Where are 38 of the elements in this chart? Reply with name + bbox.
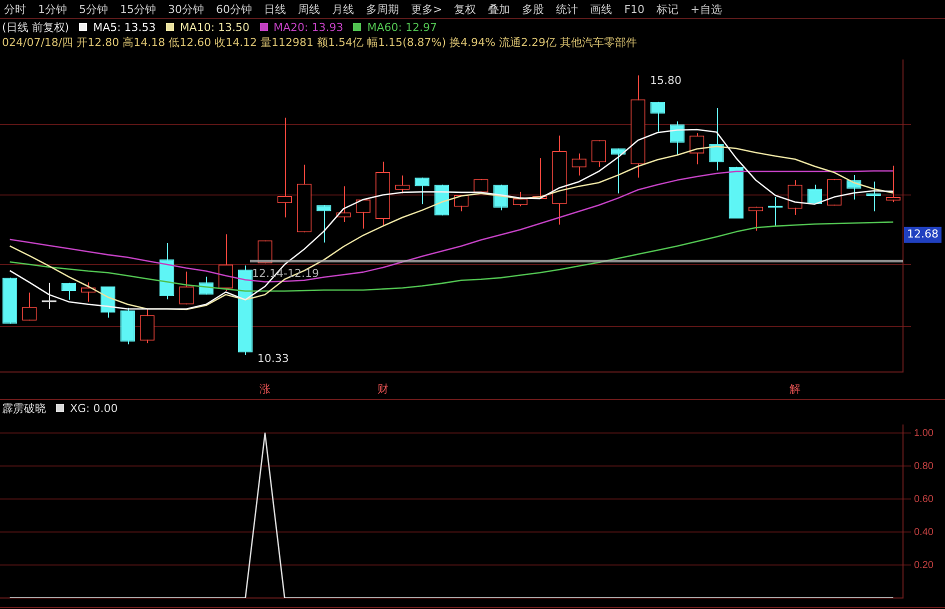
text: F10 xyxy=(624,2,645,16)
chart-subtitle: 024/07/18/四 开12.80 高14.18 低12.60 收14.12 量112981 额1.54亿 幅1.15(8.87%) 换4.94% 流通2.29亿 其他汽车零部件 xyxy=(1,35,638,51)
text: 多股 xyxy=(522,2,544,16)
text: +自选 xyxy=(690,2,722,16)
text: 日线 xyxy=(264,2,286,16)
legend-label: XG: 0.00 xyxy=(70,402,118,414)
text: 多周期 xyxy=(366,2,399,16)
x-tick-label: 解 xyxy=(790,383,801,396)
y-tick-label: 0.80 xyxy=(914,460,934,472)
legend-label: MA20: 13.93 xyxy=(274,20,344,34)
text: 画线 xyxy=(590,2,612,16)
x-tick-label: 涨 xyxy=(260,383,271,396)
text: 月线 xyxy=(332,2,354,16)
text: 15分钟 xyxy=(120,2,156,16)
text: 标记 xyxy=(656,2,679,16)
text: 30分钟 xyxy=(168,2,204,16)
text: 12.68 xyxy=(907,228,938,241)
legend-label: MA5: 13.53 xyxy=(93,20,156,34)
x-tick-label: 财 xyxy=(377,382,388,396)
legend-label: MA60: 12.97 xyxy=(367,20,437,34)
y-tick-label: 0.60 xyxy=(914,494,934,505)
annotation: 10.33 xyxy=(257,352,289,365)
text: 周线 xyxy=(298,2,320,16)
legend-label: MA10: 13.50 xyxy=(180,20,250,34)
chart-title: (日线 前复权) xyxy=(2,20,70,34)
text: 1分钟 xyxy=(38,2,67,16)
text: 统计 xyxy=(556,2,578,16)
text: 更多> xyxy=(411,2,442,16)
text: 分时 xyxy=(4,2,26,16)
text: 叠加 xyxy=(488,2,510,16)
annotation: 15.80 xyxy=(650,74,682,88)
chart-title: 霹雳破晓 xyxy=(2,400,46,416)
text: 复权 xyxy=(454,2,476,16)
y-tick-label: 0.40 xyxy=(914,526,934,538)
text: 5分钟 xyxy=(79,2,108,16)
text: 60分钟 xyxy=(216,2,252,16)
y-tick-label: 0.20 xyxy=(914,560,934,571)
y-tick-label: 1.00 xyxy=(914,428,934,439)
